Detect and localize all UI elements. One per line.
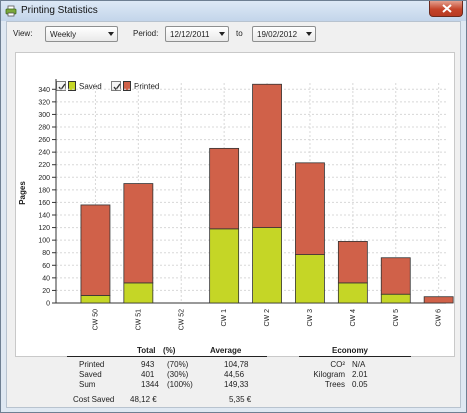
y-tick-label: 20 bbox=[42, 288, 50, 295]
printer-app-icon bbox=[5, 5, 17, 17]
y-tick-label: 320 bbox=[38, 99, 50, 106]
y-tick-label: 200 bbox=[38, 175, 50, 182]
y-tick-label: 100 bbox=[38, 238, 50, 245]
stats-row-total: 401 bbox=[141, 370, 155, 379]
bar-saved bbox=[209, 228, 240, 304]
y-tick-label: 340 bbox=[38, 87, 50, 94]
close-icon bbox=[442, 4, 452, 13]
y-tick-label: 280 bbox=[38, 125, 50, 132]
stats-row-percent: (70%) bbox=[167, 360, 189, 369]
x-tick-label: CW 51 bbox=[135, 309, 142, 331]
y-tick-label: 160 bbox=[38, 200, 50, 207]
view-select-value: Weekly bbox=[50, 30, 77, 39]
stats-row-average: 149,33 bbox=[224, 380, 249, 389]
y-axis-label: Pages bbox=[18, 181, 27, 205]
y-tick-label: 120 bbox=[38, 225, 50, 232]
y-tick-label: 260 bbox=[38, 137, 50, 144]
cost-saved-label: Cost Saved bbox=[73, 395, 115, 404]
stats-row-total: 1344 bbox=[141, 380, 159, 389]
chevron-down-icon bbox=[306, 32, 312, 36]
y-tick-label: 180 bbox=[38, 187, 50, 194]
printed-swatch bbox=[123, 81, 131, 91]
economy-value: 0.05 bbox=[352, 380, 368, 389]
stats-row-label: Printed bbox=[79, 360, 105, 369]
view-select[interactable]: Weekly bbox=[45, 26, 118, 42]
period-to-value: 19/02/2012 bbox=[257, 30, 298, 39]
bar-printed bbox=[337, 240, 368, 284]
view-label: View: bbox=[13, 29, 33, 38]
stats-header-percent: (%) bbox=[163, 346, 176, 355]
y-tick-label: 220 bbox=[38, 162, 50, 169]
bar-saved bbox=[337, 282, 368, 304]
bar-saved bbox=[123, 282, 154, 304]
y-tick-label: 60 bbox=[42, 263, 50, 270]
economy-label: CO² bbox=[330, 360, 345, 369]
x-tick-label: CW 3 bbox=[307, 309, 314, 327]
title-bar[interactable]: Printing Statistics bbox=[1, 1, 466, 21]
y-tick-label: 300 bbox=[38, 112, 50, 119]
stats-row-total: 943 bbox=[141, 360, 155, 369]
stats-row-label: Sum bbox=[79, 380, 96, 389]
bar-printed bbox=[80, 204, 111, 296]
y-tick-label: 240 bbox=[38, 150, 50, 157]
x-tick-label: CW 6 bbox=[436, 309, 443, 327]
y-tick-label: 80 bbox=[42, 250, 50, 257]
period-from-value: 12/12/2011 bbox=[170, 30, 210, 39]
stacked-bar-chart: 0 20 40 60 80 100 120 140 160 180 200 220 240 260 280 3… bbox=[18, 79, 454, 331]
bar-printed bbox=[209, 147, 240, 230]
window-content: View: Weekly Period: 12/12/2011 to 19/02… bbox=[6, 21, 461, 408]
legend-saved-label: Saved bbox=[79, 82, 102, 91]
chevron-down-icon bbox=[108, 32, 114, 36]
period-to-select[interactable]: 19/02/2012 bbox=[252, 26, 316, 42]
stats-header-total: Total bbox=[137, 346, 156, 355]
bar-printed bbox=[252, 83, 282, 228]
economy-label: Trees bbox=[324, 380, 345, 389]
bar-saved bbox=[80, 295, 111, 304]
legend-printed-label: Printed bbox=[134, 82, 160, 91]
economy-value: 2.01 bbox=[352, 370, 368, 379]
stats-row-label: Saved bbox=[79, 370, 102, 379]
x-tick-label: CW 5 bbox=[393, 309, 400, 327]
x-tick-label: CW 50 bbox=[92, 309, 99, 331]
stats-header-economy: Economy bbox=[332, 346, 369, 355]
saved-swatch bbox=[68, 81, 76, 91]
bar-saved bbox=[380, 293, 411, 304]
cost-saved-average: 5,35 € bbox=[229, 395, 252, 404]
bar-saved bbox=[295, 254, 325, 304]
period-from-select[interactable]: 12/12/2011 bbox=[165, 26, 229, 42]
stats-row-average: 104,78 bbox=[224, 360, 249, 369]
stats-row-percent: (30%) bbox=[167, 370, 189, 379]
chart-panel: Saved Printed 0 20 40 60 80 100 120 140 160 180 20… bbox=[15, 52, 455, 357]
bar-saved bbox=[252, 227, 282, 304]
window-title: Printing Statistics bbox=[21, 5, 98, 16]
bar-printed bbox=[423, 296, 454, 304]
close-button[interactable] bbox=[429, 1, 463, 17]
x-tick-label: CW 4 bbox=[350, 309, 357, 327]
bar-printed bbox=[380, 257, 411, 295]
y-tick-label: 40 bbox=[42, 275, 50, 282]
x-tick-label: CW 2 bbox=[264, 309, 271, 327]
stats-row-percent: (100%) bbox=[167, 380, 193, 389]
stats-header-average: Average bbox=[210, 346, 242, 355]
bar-printed bbox=[295, 162, 325, 256]
stats-divider bbox=[67, 356, 267, 357]
economy-divider bbox=[299, 356, 411, 357]
bar-printed bbox=[123, 183, 154, 284]
y-tick-label: 140 bbox=[38, 213, 50, 220]
economy-value: N/A bbox=[352, 360, 366, 369]
x-tick-label: CW 52 bbox=[178, 309, 185, 331]
chevron-down-icon bbox=[219, 32, 225, 36]
y-tick-label: 0 bbox=[46, 301, 50, 308]
economy-label: Kilogram bbox=[313, 370, 345, 379]
x-tick-label: CW 1 bbox=[221, 309, 228, 327]
to-label: to bbox=[236, 29, 243, 38]
period-label: Period: bbox=[133, 29, 159, 38]
stats-row-average: 44,56 bbox=[224, 370, 245, 379]
cost-saved-total: 48,12 € bbox=[130, 395, 157, 404]
